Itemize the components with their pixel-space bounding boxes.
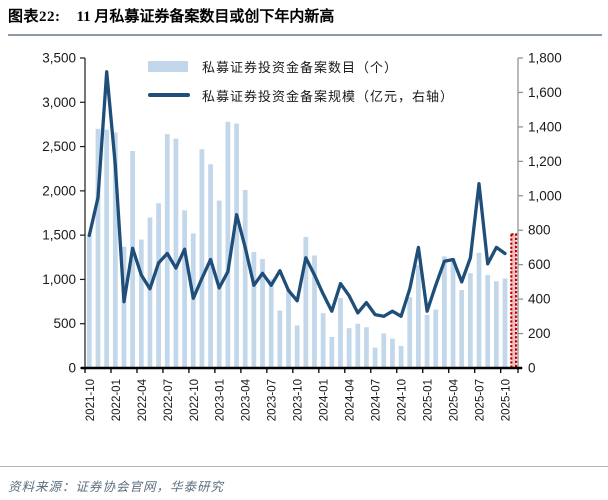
- bar: [199, 149, 205, 368]
- x-axis-tick-label: 2023-04: [241, 378, 253, 421]
- x-axis-tick-label: 2025-10: [501, 379, 513, 421]
- y-axis-right-tick-label: 1,600: [528, 85, 562, 100]
- x-axis-tick-label: 2025-07: [475, 379, 487, 421]
- y-axis-right-tick-label: 800: [528, 223, 551, 238]
- bar: [225, 121, 231, 369]
- y-axis-left-tick-label: 2,000: [42, 183, 76, 198]
- bar: [416, 265, 421, 368]
- y-axis-left-tick-label: 3,000: [42, 95, 76, 110]
- bar: [286, 289, 291, 368]
- bar: [381, 333, 387, 368]
- bar: [182, 210, 187, 368]
- bar: [459, 290, 465, 368]
- bar: [502, 278, 508, 368]
- x-axis-tick-label: 2024-04: [345, 378, 357, 421]
- bar: [234, 123, 239, 369]
- legend: 私募证券投资金备案数目（个） 私募证券投资金备案规模（亿元，右轴）: [148, 58, 454, 116]
- bar: [164, 134, 170, 368]
- bar: [390, 338, 395, 368]
- chart-header: 图表22: 11 月私募证券备案数目或创下年内新高: [8, 5, 602, 36]
- bar: [268, 279, 274, 368]
- bar: [329, 337, 335, 368]
- bar: [442, 256, 447, 368]
- x-axis-tick-label: 2023-07: [267, 379, 279, 421]
- bar: [372, 347, 378, 368]
- x-axis-tick-label: 2022-04: [137, 378, 149, 421]
- legend-item-bars: 私募证券投资金备案数目（个）: [148, 58, 454, 75]
- bar: [147, 217, 153, 368]
- y-axis-right-tick-label: 1,200: [528, 154, 562, 169]
- figure-number-label: 图表22:: [8, 9, 61, 25]
- bar: [173, 138, 179, 368]
- bar: [355, 323, 361, 368]
- y-axis-right-tick-label: 1,800: [528, 51, 562, 66]
- bar: [138, 239, 144, 368]
- bar: [208, 164, 213, 368]
- bar: [112, 132, 118, 368]
- bar: [467, 273, 473, 368]
- y-axis-right-tick-label: 200: [528, 326, 551, 341]
- y-axis-right-tick-label: 1,000: [528, 188, 562, 203]
- bar: [190, 233, 196, 368]
- registration-chart: 0 500 1,000 1,500 2,000 2,500 3,000 3,500 0 200 40…: [42, 51, 562, 422]
- bar: [303, 236, 309, 368]
- y-axis-left-tick-label: 1,500: [42, 228, 76, 243]
- bar: [493, 281, 499, 368]
- highlight-bar: [510, 233, 518, 370]
- bar: [242, 189, 248, 368]
- legend-item-line: 私募证券投资金备案规模（亿元，右轴）: [148, 87, 455, 104]
- y-axis-left-tick-label: 0: [68, 361, 76, 376]
- legend-label-line: 私募证券投资金备案规模（亿元，右轴）: [202, 88, 455, 104]
- y-axis-right-tick-label: 0: [528, 361, 536, 376]
- bar: [251, 251, 257, 368]
- x-axis-tick-label: 2024-07: [371, 379, 383, 421]
- chart-title: 11 月私募证券备案数目或创下年内新高: [76, 9, 335, 25]
- y-axis-left-tick-label: 500: [53, 316, 76, 331]
- x-axis-tick-label: 2021-10: [85, 379, 97, 421]
- bar: [407, 297, 413, 368]
- bar-series-swatch: [148, 60, 188, 72]
- source-note: 资料来源：证券协会官网，华泰研究: [0, 466, 608, 495]
- x-axis-tick-label: 2025-04: [449, 378, 461, 421]
- bar: [277, 310, 283, 368]
- bar: [104, 129, 110, 368]
- y-axis-right-tick-label: 600: [528, 257, 551, 272]
- x-axis-tick-label: 2023-10: [293, 379, 305, 421]
- bar: [424, 314, 430, 368]
- bar: [398, 345, 404, 368]
- x-axis-tick-label: 2024-01: [319, 379, 331, 421]
- x-axis-tick-label: 2024-10: [397, 379, 409, 421]
- line-series-swatch: [148, 93, 190, 97]
- bar: [156, 203, 161, 368]
- x-axis-tick-label: 2022-01: [111, 379, 123, 421]
- y-axis-right-tick-label: 1,400: [528, 119, 562, 134]
- y-axis-left-tick-label: 2,500: [42, 139, 76, 154]
- bar: [294, 325, 300, 368]
- bar: [130, 151, 136, 368]
- legend-label-bars: 私募证券投资金备案数目（个）: [202, 59, 399, 75]
- y-axis-left-tick-label: 1,000: [42, 272, 76, 287]
- y-axis-left-tick-label: 3,500: [42, 51, 76, 66]
- registration-scale-line: [87, 70, 507, 318]
- x-axis-tick-label: 2025-01: [423, 379, 435, 421]
- y-axis-right-tick-label: 400: [528, 292, 551, 307]
- bar: [121, 246, 127, 368]
- bar: [450, 258, 456, 368]
- bar: [320, 313, 326, 368]
- bar: [364, 327, 369, 368]
- bar: [86, 235, 92, 368]
- bar: [95, 128, 101, 368]
- bar: [433, 309, 439, 368]
- bar: [312, 255, 317, 368]
- bar: [260, 259, 265, 368]
- x-axis-tick-label: 2022-10: [189, 379, 201, 421]
- x-axis-tick-label: 2022-07: [163, 379, 175, 421]
- bar: [338, 298, 343, 368]
- bar: [346, 328, 352, 368]
- bar: [476, 252, 482, 368]
- bar: [485, 275, 491, 368]
- x-axis-tick-label: 2023-01: [215, 379, 227, 421]
